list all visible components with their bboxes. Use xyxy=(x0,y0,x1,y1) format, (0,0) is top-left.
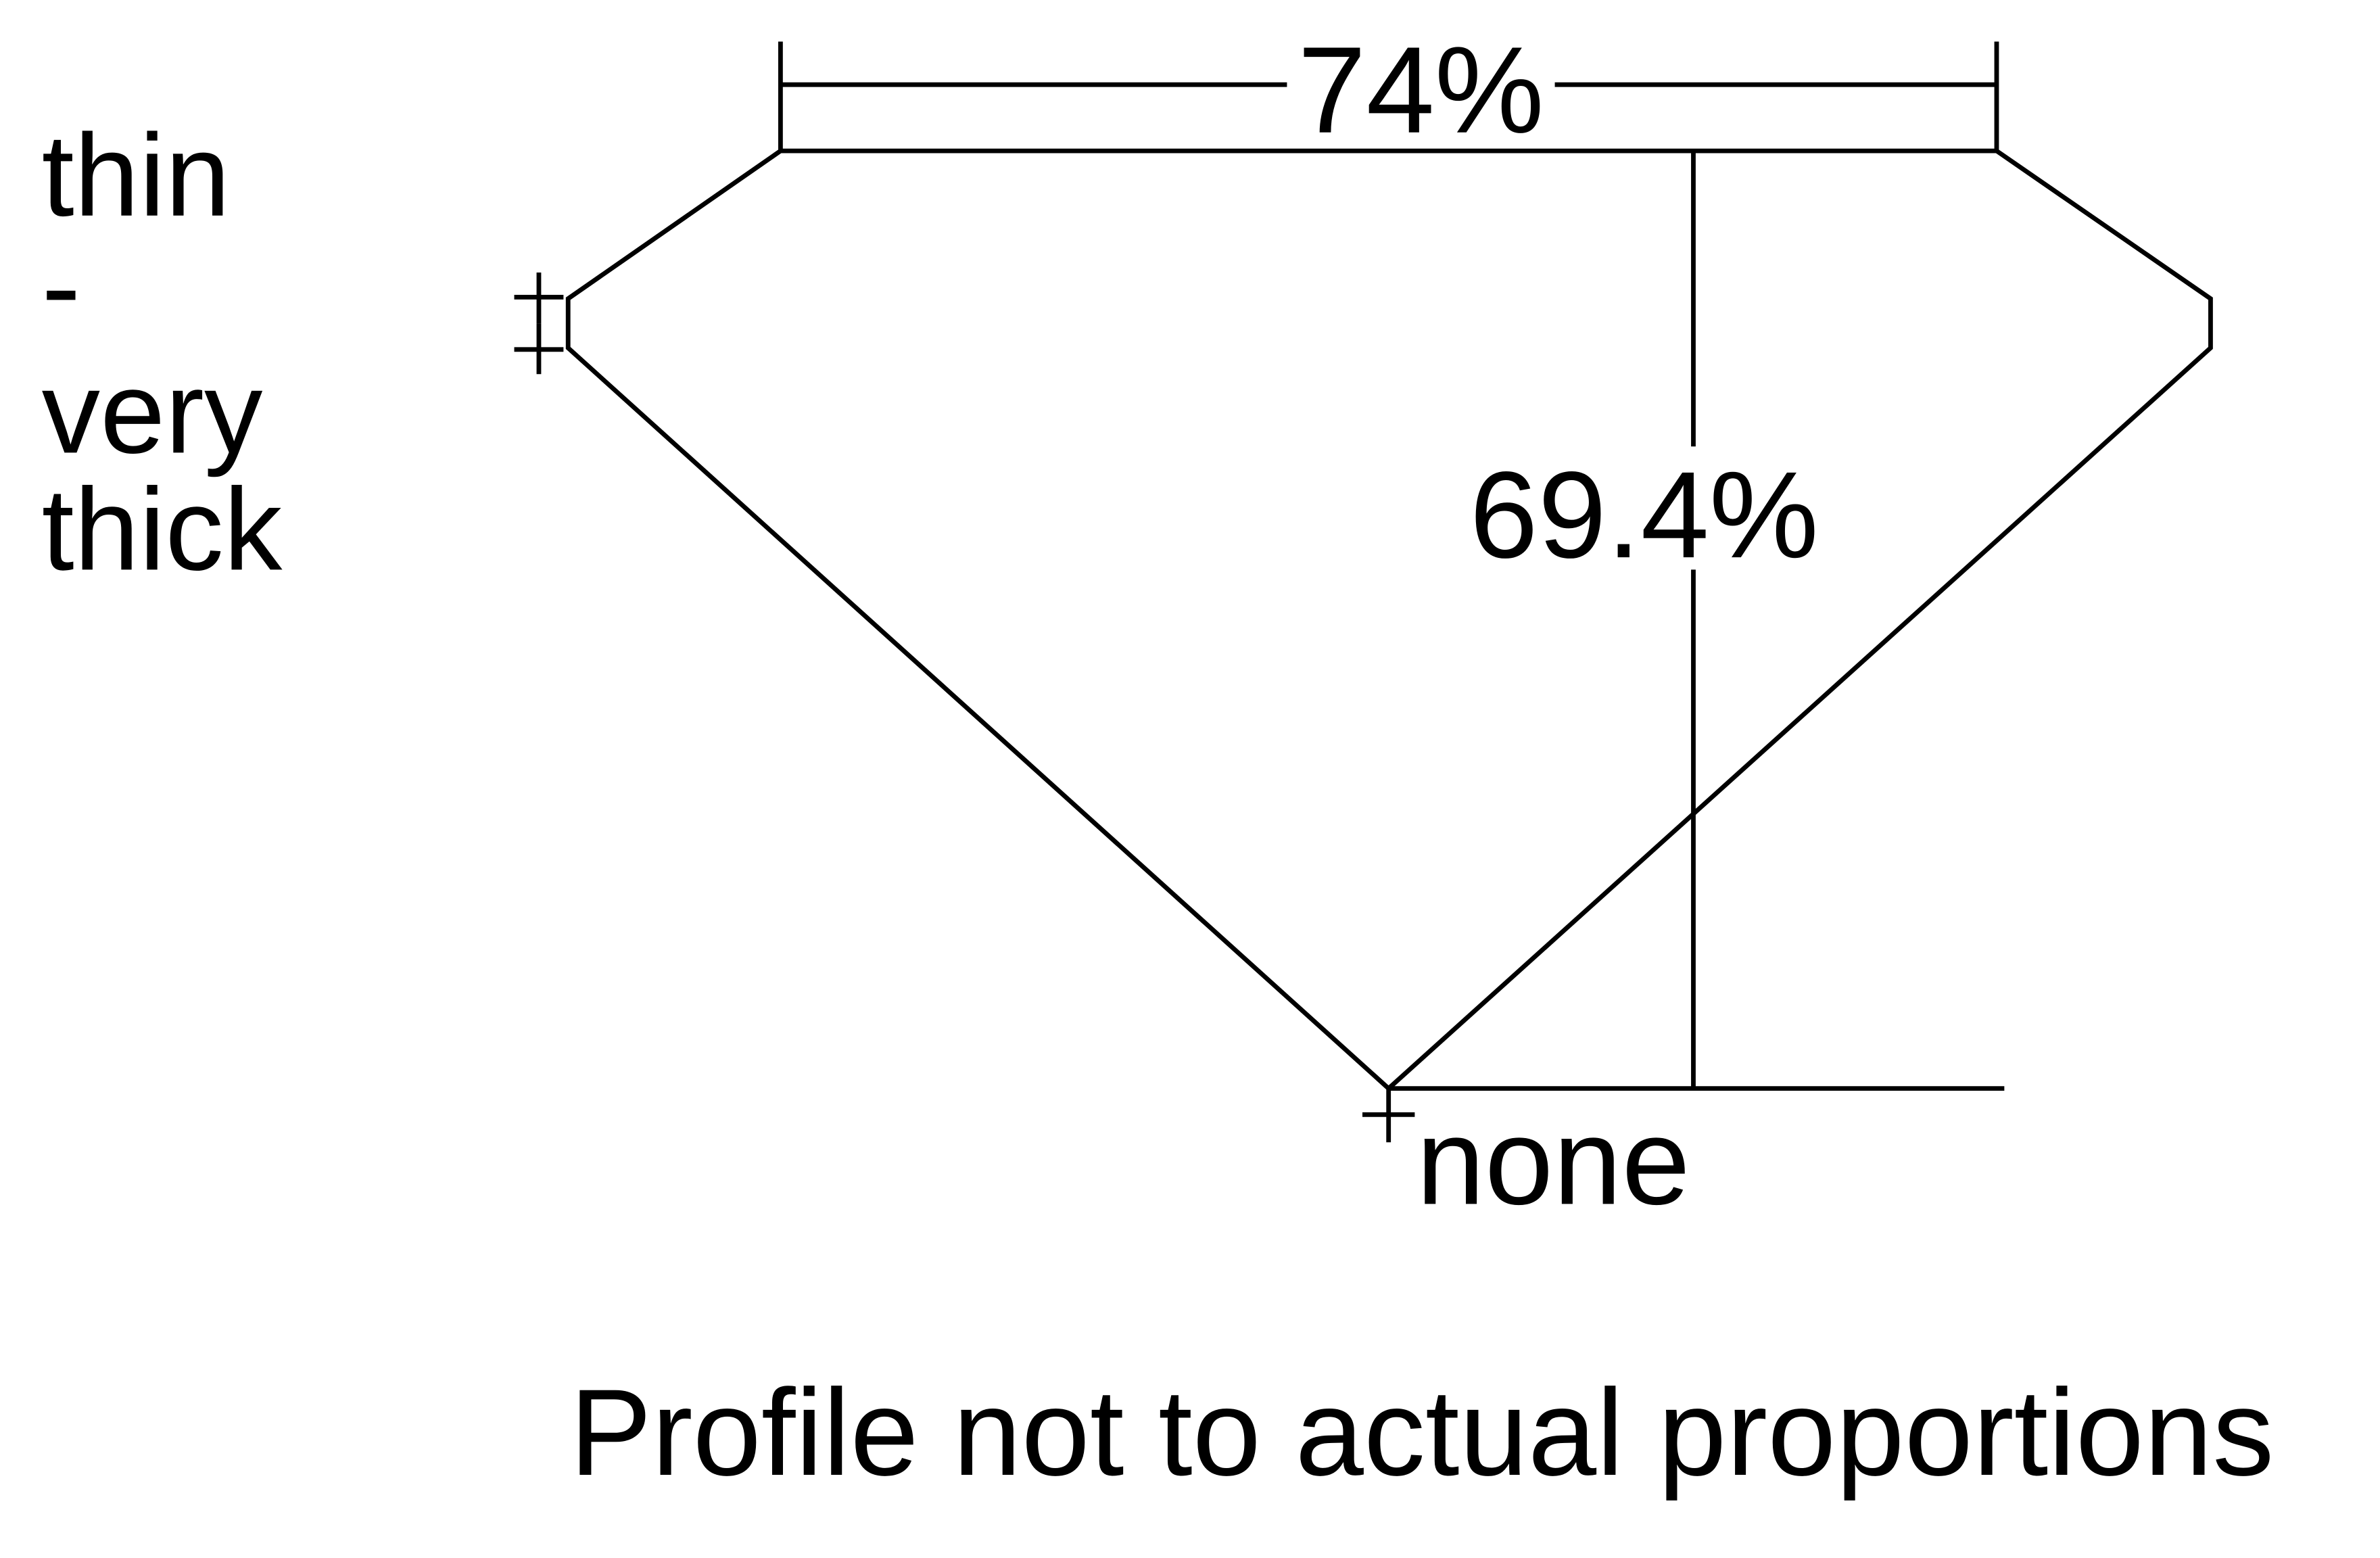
diamond-outline xyxy=(565,148,2213,1092)
depth-percent-label: 69.4% xyxy=(1469,446,1818,584)
culet-label: none xyxy=(1417,1092,1690,1230)
depth-dimension: 69.4% xyxy=(1388,151,2005,1091)
girdle-label-line: very xyxy=(42,346,263,477)
girdle-label-line: - xyxy=(42,220,81,352)
girdle-label: thin - very thick xyxy=(42,110,283,595)
caption: Profile not to actual proportions xyxy=(569,1363,2274,1501)
girdle-marker-top xyxy=(514,272,564,324)
table-dimension: 74% xyxy=(778,21,1999,159)
table-percent-label: 74% xyxy=(1298,21,1544,159)
culet-marker xyxy=(1362,1088,1415,1143)
girdle-marker-bottom xyxy=(514,323,564,375)
girdle-label-line: thick xyxy=(42,463,283,594)
girdle-label-line: thin xyxy=(42,110,231,241)
